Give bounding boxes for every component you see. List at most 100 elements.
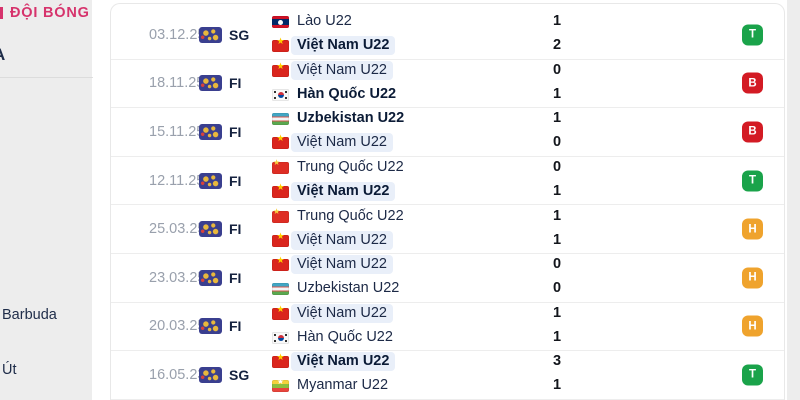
team-score: 1: [552, 207, 562, 224]
home-team-line: Lào U22 1: [111, 12, 784, 33]
match-row[interactable]: 20.03.25 FI Việt Nam U22 1 Hàn Quốc U22 …: [111, 303, 784, 352]
team-name: Việt Nam U22: [291, 230, 393, 250]
result-badge: T: [742, 24, 763, 46]
team-flag-icon: [272, 133, 289, 150]
team-flag-icon: [272, 113, 289, 126]
competition-code: FI: [229, 221, 242, 238]
team-name: Uzbekistan U22: [297, 280, 400, 297]
team-name: Việt Nam U22: [291, 36, 396, 56]
away-team-line: Việt Nam U22 0: [111, 133, 784, 154]
competition-code: FI: [229, 172, 242, 189]
team-score: 1: [552, 85, 562, 102]
home-team-line: Việt Nam U22 0: [111, 60, 784, 82]
competition-world-map-icon: [199, 269, 222, 286]
home-team-line: Trung Quốc U22 1: [111, 207, 784, 228]
competition-world-map-icon: [199, 26, 222, 43]
competition-world-map-icon: [199, 75, 222, 92]
team-score: 1: [552, 231, 562, 248]
match-date: 12.11.25: [149, 172, 205, 189]
team-name: Uzbekistan U22: [297, 110, 405, 127]
result-badge: H: [742, 315, 763, 337]
away-team-line: Myanmar U22 1: [111, 376, 784, 397]
sidebar-divider: [0, 77, 93, 78]
competition-world-map-icon: [199, 123, 222, 140]
team-name: Việt Nam U22: [291, 133, 393, 153]
team-score: 0: [552, 256, 562, 273]
teams-and-scores: Lào U22 1 Việt Nam U22 2: [111, 11, 784, 59]
match-row[interactable]: 12.11.25 FI Trung Quốc U22 0 Việt Nam U2…: [111, 157, 784, 206]
match-date: 15.11.25: [149, 123, 205, 140]
home-team-line: Uzbekistan U22 1: [111, 109, 784, 130]
competition-code: FI: [229, 269, 242, 286]
team-flag-icon: [272, 36, 289, 53]
match-history-card: 03.12.25 SG Lào U22 1 Việt Nam U22 2 T 1…: [110, 3, 785, 400]
sidebar-team-link[interactable]: Út: [2, 362, 17, 378]
team-flag-icon: [272, 61, 289, 77]
competition-world-map-icon: [199, 172, 222, 189]
team-flag-icon: [272, 182, 289, 199]
match-row[interactable]: 18.11.25 FI Việt Nam U22 0 Hàn Quốc U22 …: [111, 60, 784, 109]
team-flag-icon: [272, 88, 289, 101]
team-flag-icon: [272, 377, 289, 393]
team-score: 1: [552, 328, 562, 345]
result-badge: B: [742, 72, 763, 94]
away-team-line: Uzbekistan U22 0: [111, 279, 784, 300]
away-team-line: Việt Nam U22 1: [111, 230, 784, 252]
team-name: Myanmar U22: [297, 377, 389, 394]
competition-world-map-icon: [199, 366, 222, 383]
teams-and-scores: Trung Quốc U22 1 Việt Nam U22 1: [111, 205, 784, 253]
result-badge: T: [742, 364, 763, 386]
team-name: Việt Nam U22: [291, 60, 393, 80]
match-date: 25.03.25: [149, 221, 206, 238]
team-score: 0: [552, 280, 562, 297]
team-flag-icon: [272, 255, 289, 272]
team-score: 0: [552, 61, 562, 78]
result-badge: B: [742, 121, 763, 143]
team-name: Việt Nam U22: [291, 255, 393, 275]
match-date: 18.11.25: [149, 75, 205, 92]
team-flag-icon: [272, 231, 289, 247]
teams-and-scores: Việt Nam U22 0 Hàn Quốc U22 1: [111, 60, 784, 108]
team-list-sidebar: ĐỘI BÓNG A Barbuda Út: [0, 0, 93, 400]
team-name: Việt Nam U22: [291, 303, 393, 323]
result-badge: T: [742, 170, 763, 192]
team-score: 1: [552, 110, 562, 127]
result-badge: H: [742, 267, 763, 289]
result-badge: H: [742, 218, 763, 240]
match-row[interactable]: 25.03.25 FI Trung Quốc U22 1 Việt Nam U2…: [111, 205, 784, 254]
sidebar-header: ĐỘI BÓNG: [10, 5, 90, 21]
match-date: 03.12.25: [149, 26, 206, 43]
team-score: 1: [552, 304, 562, 321]
away-team-line: Hàn Quốc U22 1: [111, 328, 784, 349]
page-gutter: [787, 0, 800, 400]
alphabet-section-letter: A: [0, 45, 5, 65]
competition-code: FI: [229, 75, 242, 92]
sidebar-team-link[interactable]: Barbuda: [2, 307, 57, 323]
team-name: Trung Quốc U22: [297, 159, 404, 176]
match-row[interactable]: 15.11.25 FI Uzbekistan U22 1 Việt Nam U2…: [111, 108, 784, 157]
match-row[interactable]: 23.03.25 FI Việt Nam U22 0 Uzbekistan U2…: [111, 254, 784, 303]
competition-code: SG: [229, 26, 250, 43]
team-score: 1: [552, 377, 562, 394]
teams-and-scores: Việt Nam U22 3 Myanmar U22 1: [111, 351, 784, 399]
teams-and-scores: Trung Quốc U22 0 Việt Nam U22 1: [111, 157, 784, 205]
teams-and-scores: Việt Nam U22 1 Hàn Quốc U22 1: [111, 303, 784, 351]
home-team-line: Trung Quốc U22 0: [111, 158, 784, 179]
team-flag-icon: [272, 283, 289, 296]
away-team-line: Việt Nam U22 2: [111, 36, 784, 57]
team-flag-icon: [272, 207, 289, 223]
match-date: 20.03.25: [149, 318, 206, 335]
home-team-line: Việt Nam U22 0: [111, 255, 784, 276]
competition-world-map-icon: [199, 318, 222, 335]
home-team-line: Việt Nam U22 3: [111, 352, 784, 373]
competition-code: FI: [229, 318, 242, 335]
match-row[interactable]: 03.12.25 SG Lào U22 1 Việt Nam U22 2 T: [111, 11, 784, 60]
team-score: 1: [552, 13, 562, 30]
team-name: Việt Nam U22: [291, 352, 396, 372]
team-score: 0: [552, 134, 562, 151]
match-row[interactable]: 16.05.23 SG Việt Nam U22 3 Myanmar U22 1…: [111, 351, 784, 400]
teams-and-scores: Việt Nam U22 0 Uzbekistan U22 0: [111, 254, 784, 302]
team-name: Việt Nam U22: [291, 182, 396, 202]
away-team-line: Việt Nam U22 1: [111, 182, 784, 203]
